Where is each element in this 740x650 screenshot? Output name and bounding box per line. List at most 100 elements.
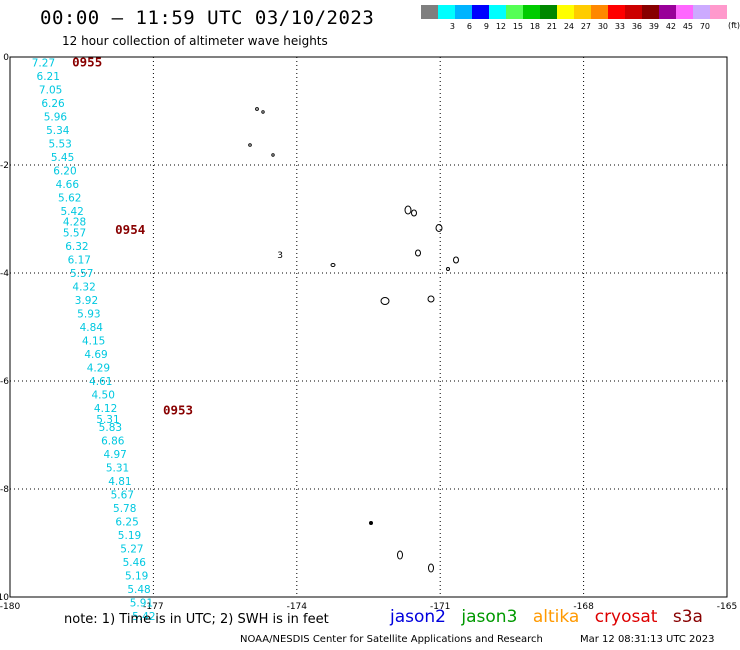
map-subtitle: 12 hour collection of altimeter wave hei… (62, 34, 328, 48)
swh-value: 5.34 (46, 125, 70, 137)
credit-text: NOAA/NESDIS Center for Satellite Applica… (240, 634, 543, 645)
legend-labels: 3 6 9 12 15 18 21 24 27 30 33 36 39 42 45 70 (421, 21, 727, 35)
footer-note: note: 1) Time is in UTC; 2) SWH is in fe… (64, 612, 329, 627)
y-tick-label: -4 (0, 269, 9, 279)
island (255, 107, 259, 111)
island (369, 521, 373, 525)
legend-swatch (642, 5, 659, 19)
y-tick-label: 0 (3, 53, 9, 63)
legend-swatch (608, 5, 625, 19)
legend-swatch (574, 5, 591, 19)
pass-time-label: 0955 (72, 54, 102, 69)
swh-value: 5.46 (123, 557, 147, 569)
legend-swatch (506, 5, 523, 19)
legend-swatch (693, 5, 710, 19)
swh-value: 5.91 (130, 597, 153, 609)
swh-value: 5.42 (60, 206, 83, 218)
legend-label: 9 (483, 22, 489, 31)
sat-jason2: jason2 (390, 607, 446, 627)
swh-value: 6.17 (68, 255, 91, 267)
swh-value: 5.48 (127, 584, 150, 596)
swh-value: 6.20 (53, 165, 76, 177)
legend-swatch (438, 5, 455, 19)
y-tick-label: -10 (0, 593, 9, 603)
legend-unit: (ft) (728, 21, 740, 30)
islands (248, 107, 459, 573)
swh-value: 4.97 (103, 449, 126, 461)
swh-value: 5.53 (48, 138, 71, 150)
legend-label: 33 (614, 22, 625, 31)
legend-label: 3 (449, 22, 455, 31)
swh-value: 6.25 (115, 516, 138, 528)
x-tick-label: -165 (717, 602, 737, 612)
swh-labels: 7.27 6.217.05 6.265.96 5.345.53 5.456.20 4.66… (32, 57, 283, 623)
legend-label: 21 (546, 22, 557, 31)
x-tick-label: -177 (143, 602, 163, 612)
legend-label: 24 (563, 22, 574, 31)
swh-value: 5.62 (58, 192, 81, 204)
x-tick-label: -174 (287, 602, 308, 612)
legend-label: 70 (699, 22, 710, 31)
island (453, 256, 459, 264)
color-legend: 3 6 9 12 15 18 21 24 27 30 33 36 39 42 45 70 (ft) (421, 5, 740, 35)
timestamp: Mar 12 08:31:13 UTC 2023 (580, 634, 715, 645)
map-frame (9, 56, 728, 598)
island (411, 209, 417, 217)
island (271, 153, 275, 157)
swh-value: 6.32 (65, 241, 88, 253)
legend-swatch (489, 5, 506, 19)
swh-value: 5.19 (125, 570, 148, 582)
swh-value: 6.21 (37, 71, 60, 83)
legend-swatch (710, 5, 727, 19)
swh-value: 4.28 (63, 217, 86, 229)
island (428, 563, 434, 573)
island (248, 143, 252, 147)
swh-value: 5.57 (70, 268, 93, 280)
island (380, 297, 390, 305)
swh-value: 7.27 (32, 57, 55, 69)
swh-value: 4.29 (87, 363, 110, 375)
legend-swatch (676, 5, 693, 19)
satellite-legend: jason2 jason3 altika cryosat s3a (390, 607, 713, 627)
swh-value: 5.27 (120, 543, 143, 555)
swh-value: 5.83 (99, 422, 122, 434)
sat-cryosat: cryosat (594, 607, 658, 627)
legend-label: 18 (529, 22, 540, 31)
swh-value: 5.96 (44, 111, 68, 123)
island (330, 263, 336, 267)
pass-labels: 0955 0954 0953 (72, 54, 193, 417)
island (397, 550, 403, 560)
sat-s3a: s3a (672, 607, 703, 627)
y-tick-label: -8 (0, 485, 9, 495)
x-tick-label: -171 (430, 602, 450, 612)
swh-value: 7.05 (39, 84, 62, 96)
legend-swatch (421, 5, 438, 19)
legend-swatch (659, 5, 676, 19)
pass-time-label: 0953 (163, 403, 193, 418)
legend-swatch (591, 5, 608, 19)
island (427, 295, 435, 303)
legend-label: 15 (512, 22, 523, 31)
x-tick-label: -168 (573, 602, 594, 612)
legend-swatch (472, 5, 489, 19)
swh-value: 5.67 (111, 489, 134, 501)
swh-value: 4.15 (82, 336, 105, 348)
y-tick-label: -6 (0, 377, 9, 387)
swh-value: 6.26 (41, 98, 65, 110)
island (415, 249, 421, 257)
swh-value: 5.93 (77, 309, 100, 321)
stray-label: 3 (277, 251, 283, 261)
legend-label: 39 (648, 22, 659, 31)
legend-label: 45 (682, 22, 693, 31)
swh-value: 5.78 (113, 503, 136, 515)
swh-value: 4.66 (56, 179, 80, 191)
island (435, 224, 443, 232)
swh-value: 4.84 (80, 322, 104, 334)
x-tick-label: -180 (0, 602, 20, 612)
legend-swatch (625, 5, 642, 19)
credit-line: NOAA/NESDIS Center for Satellite Applica… (240, 634, 715, 645)
pass-time-label: 0954 (115, 222, 145, 237)
legend-label: 30 (597, 22, 608, 31)
map-title: 00:00 – 11:59 UTC 03/10/2023 (40, 7, 375, 29)
